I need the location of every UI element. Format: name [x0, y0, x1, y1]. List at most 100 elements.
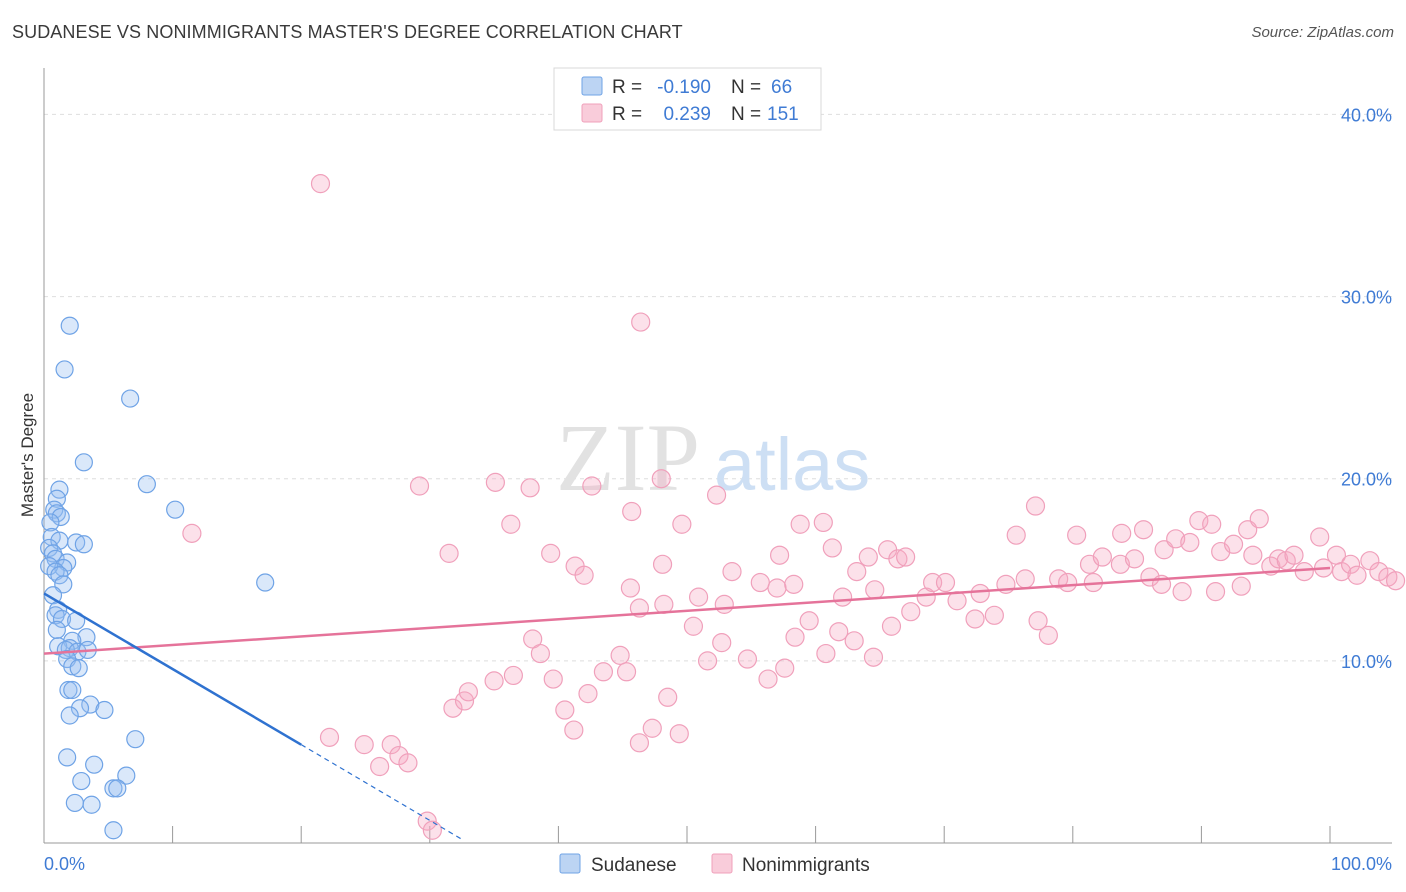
nonimmigrants-point [182, 523, 202, 543]
nonimmigrants-point [484, 671, 504, 691]
nonimmigrants-point [501, 514, 521, 534]
sudanese-point [74, 453, 93, 472]
nonimmigrants-point [1202, 514, 1222, 534]
nonimmigrants-point [1038, 625, 1058, 645]
nonimmigrants-point [458, 682, 478, 702]
nonimmigrants-point [1133, 520, 1154, 540]
nonimmigrants-point [858, 547, 878, 567]
nonimmigrants-point [417, 811, 437, 831]
nonimmigrants-points [182, 174, 1406, 840]
sudanese-point [56, 640, 75, 660]
sudanese-points [40, 316, 275, 840]
sudanese-point [41, 513, 60, 532]
source-label: Source: ZipAtlas.com [1251, 24, 1394, 41]
sudanese-n-label: N = [731, 77, 761, 98]
nonimmigrants-point [1067, 525, 1087, 545]
nonimmigrants-point [767, 578, 787, 598]
nonimmigrants-point [422, 820, 442, 840]
nonimmigrants-point [593, 662, 614, 682]
y-axis-label: Master's Degree [18, 393, 37, 517]
nonimmigrants-point [833, 587, 853, 607]
nonimmigrants-point [970, 583, 990, 604]
nonimmigrants-point [706, 485, 727, 505]
sudanese-point [126, 730, 145, 749]
nonimmigrants-point [758, 669, 778, 689]
sudanese-point [65, 793, 84, 813]
nonimmigrants-point [1340, 554, 1361, 574]
nonimmigrants-point [1310, 527, 1330, 547]
x-tick-label: 100.0% [1331, 854, 1392, 874]
nonimmigrants-point [574, 565, 594, 585]
nonimmigrants-point [642, 718, 662, 738]
watermark-atlas: atlas [714, 423, 870, 506]
sudanese-trend-line [43, 592, 302, 746]
nonimmigrants-point [847, 562, 867, 582]
nonimmigrants-point [984, 605, 1004, 625]
nonimmigrants-point [1092, 547, 1112, 567]
sudanese-point [60, 316, 79, 335]
tick-labels: 10.0% 20.0% 30.0% 40.0% 0.0% 100.0% [44, 105, 1392, 874]
nonimmigrants-point [1110, 554, 1130, 574]
nonimmigrants-point [622, 501, 642, 522]
sudanese-point [58, 748, 77, 767]
legend-nonimmigrants-label: Nonimmigrants [742, 855, 870, 876]
nonimmigrants-point [888, 549, 908, 569]
nonimmigrants-point [1025, 496, 1046, 516]
chart-title: SUDANESE VS NONIMMIGRANTS MASTER'S DEGRE… [12, 22, 683, 42]
nonimmigrants-point [816, 643, 836, 664]
nonimmigrants-point [785, 627, 805, 647]
nonimmigrants-point [965, 609, 985, 629]
nonimmigrants-point [1015, 569, 1035, 589]
sudanese-point [81, 695, 100, 714]
y-tick-label: 20.0% [1341, 470, 1392, 490]
watermark: ZIP atlas [556, 404, 870, 511]
sudanese-point [95, 700, 114, 720]
nonimmigrants-point [1140, 567, 1160, 587]
sudanese-point [117, 766, 136, 785]
nonimmigrants-point [1231, 576, 1251, 596]
nonimmigrants-point [620, 578, 641, 598]
series-legend: Sudanese Nonimmigrants [559, 853, 870, 876]
nonimmigrants-point [790, 514, 810, 534]
nonimmigrants-point [652, 554, 673, 574]
nonimmigrants-point [439, 543, 459, 563]
nonimmigrants-point [722, 562, 742, 582]
nonimmigrants-point [610, 645, 630, 665]
nonimmigrants-point [381, 735, 401, 755]
nonimmigrants-point [775, 658, 795, 678]
trend-lines [43, 566, 1331, 840]
nonimmigrants-point [443, 698, 463, 718]
sudanese-point [74, 535, 93, 554]
nonimmigrants-point [485, 472, 505, 492]
nonimmigrants-point [672, 514, 692, 534]
nonimmigrants-n-value: 151 [767, 104, 799, 125]
nonimmigrants-point [555, 700, 575, 720]
nonimmigrants-point [901, 602, 921, 622]
nonimmigrants-point [1294, 562, 1314, 582]
grid-lines [44, 113, 1392, 662]
nonimmigrants-point [1166, 529, 1186, 549]
nonimmigrants-point [1180, 532, 1200, 553]
nonimmigrants-point [669, 724, 689, 744]
nonimmigrants-point [1189, 511, 1209, 531]
nonimmigrants-point [541, 543, 561, 563]
y-tick-label: 40.0% [1341, 105, 1392, 125]
nonimmigrants-point [354, 735, 374, 755]
nonimmigrants-point [1369, 562, 1389, 582]
nonimmigrants-point [1268, 549, 1289, 569]
sudanese-point [59, 680, 78, 700]
nonimmigrants-point [409, 476, 430, 496]
nonimmigrants-point [543, 669, 563, 689]
nonimmigrants-point [582, 476, 602, 496]
sudanese-point [256, 573, 275, 592]
nonimmigrants-point [865, 580, 885, 600]
y-tick-label: 10.0% [1341, 652, 1392, 672]
nonimmigrants-point [737, 649, 758, 669]
sudanese-point [72, 771, 91, 791]
sudanese-point [104, 821, 123, 840]
nonimmigrants-point [398, 753, 418, 773]
stats-legend: R = -0.190 N = 66 R = 0.239 N = 151 [553, 67, 822, 131]
nonimmigrants-point [935, 572, 956, 593]
nonimmigrants-point [769, 545, 790, 565]
